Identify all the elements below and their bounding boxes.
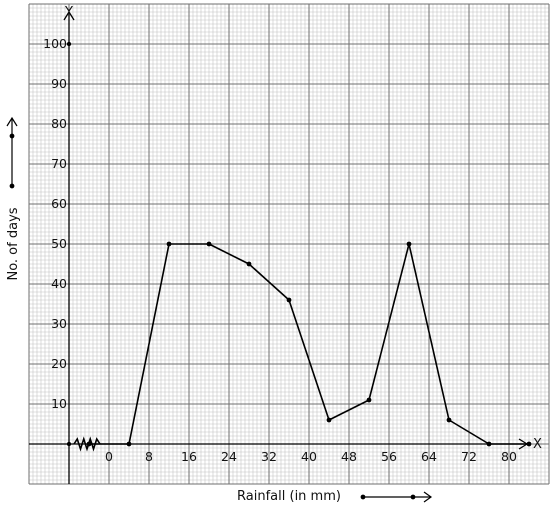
y-tick-label: 80 <box>51 116 67 131</box>
y-tick-label: 50 <box>51 236 67 251</box>
y-tick-label: 100 <box>43 36 67 51</box>
x-tick-label: 48 <box>341 449 357 464</box>
y-axis-letter: Y <box>64 5 73 20</box>
x-tick-label: 40 <box>301 449 317 464</box>
x-axis-title: Rainfall (in mm) <box>237 489 341 504</box>
data-point <box>126 441 132 447</box>
x-tick-label: 80 <box>501 449 517 464</box>
series-layer <box>86 241 532 447</box>
data-point <box>286 297 292 303</box>
y-tick-label: 70 <box>51 156 67 171</box>
data-point <box>246 261 252 267</box>
data-point <box>86 441 92 447</box>
series-line <box>89 243 529 445</box>
x-direction-arrow-icon <box>360 491 433 503</box>
y-tick-label: 60 <box>51 196 67 211</box>
y-axis-title: No. of days <box>6 207 21 280</box>
y-tick-label: 40 <box>51 276 67 291</box>
x-tick-label: 64 <box>421 449 437 464</box>
x-tick-label: 32 <box>261 449 277 464</box>
data-point <box>366 397 372 403</box>
x-tick-label: 8 <box>145 449 153 464</box>
data-point <box>166 241 172 247</box>
x-tick-label: 24 <box>221 449 237 464</box>
data-point <box>526 441 532 447</box>
data-point <box>406 241 412 247</box>
x-tick-label: 56 <box>381 449 397 464</box>
x-axis-letter: X <box>533 437 542 452</box>
y-axis-top-point <box>66 41 72 47</box>
y-axis-arrowhead <box>63 10 75 21</box>
y-tick-label: 10 <box>51 396 67 411</box>
x-tick-label: 16 <box>181 449 197 464</box>
y-direction-arrow-icon <box>6 116 18 189</box>
data-point <box>486 441 492 447</box>
x-tick-label: 0 <box>105 449 113 464</box>
y-tick-label: 20 <box>51 356 67 371</box>
x-tick-label: 72 <box>461 449 477 464</box>
y-tick-label: 90 <box>51 76 67 91</box>
data-point <box>446 417 452 423</box>
data-point <box>206 241 212 247</box>
tick-labels: 0 8 16 24 32 40 48 56 64 72 80 10 20 30 40 50 60 70 80 90 10… <box>43 36 517 464</box>
x-axis-break <box>73 436 101 452</box>
y-tick-label: 30 <box>51 316 67 331</box>
data-point <box>326 417 332 423</box>
grid-major-lines <box>28 3 550 485</box>
origin-point <box>66 441 72 447</box>
